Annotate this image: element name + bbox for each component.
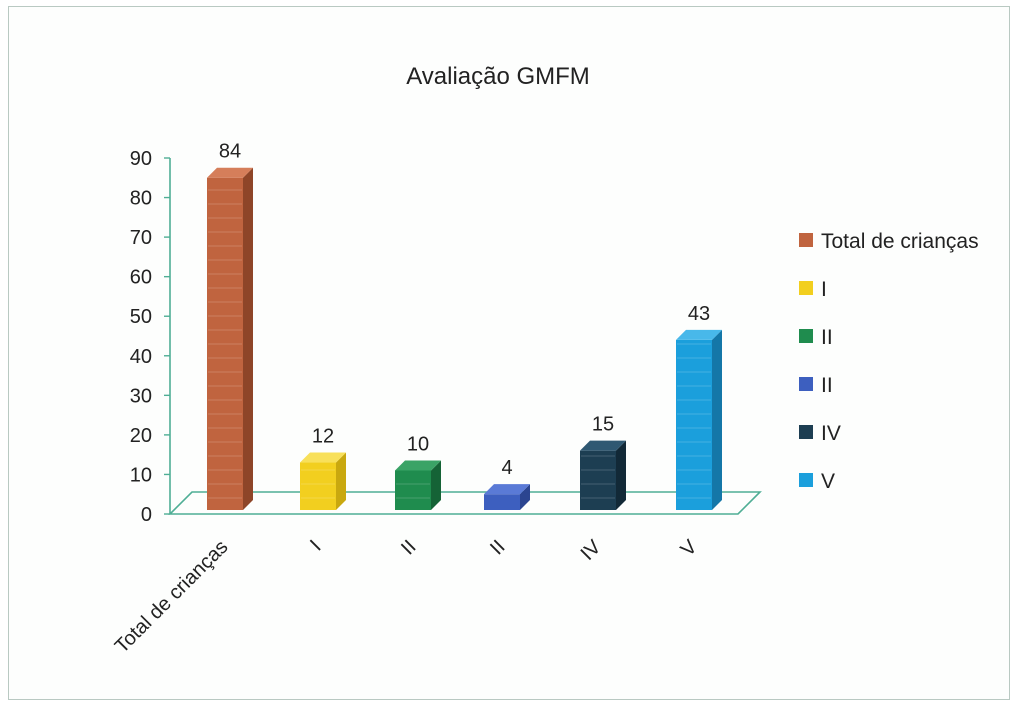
data-label: 84 <box>219 141 241 163</box>
legend-label: I <box>821 278 827 301</box>
bar-side <box>431 460 441 510</box>
legend-label: IV <box>821 422 841 445</box>
legend-item: Total de crianças <box>799 230 979 253</box>
chart-title: Avaliação GMFM <box>406 63 590 90</box>
data-label: 43 <box>688 303 710 325</box>
y-tick-label: 90 <box>130 148 152 170</box>
bar-front <box>207 177 243 510</box>
x-tick-label: IV <box>577 536 606 565</box>
bar-top <box>484 484 530 495</box>
x-axis-labels: Total de crianças I II II IV V <box>111 536 702 658</box>
legend-label: II <box>821 326 833 349</box>
y-tick-label: 20 <box>130 425 152 447</box>
chart-floor <box>168 158 762 515</box>
bar-front <box>580 450 616 510</box>
bar-front <box>676 339 712 510</box>
y-axis: 0 10 20 30 40 50 60 70 80 90 <box>130 148 170 526</box>
legend-item: I <box>799 278 827 301</box>
bars: 84 12 10 4 15 43 <box>207 141 722 510</box>
legend-swatch <box>799 377 813 391</box>
y-tick-label: 30 <box>130 385 152 407</box>
x-tick-label: II <box>486 536 509 559</box>
y-tick-label: 70 <box>130 227 152 249</box>
bar-front <box>300 462 336 510</box>
data-label: 4 <box>501 457 512 479</box>
bar-side <box>616 440 626 510</box>
data-label: 10 <box>407 433 429 455</box>
bar-side <box>520 484 530 510</box>
bar-front <box>395 470 431 510</box>
data-label: 12 <box>312 426 334 448</box>
y-tick-label: 80 <box>130 188 152 210</box>
chart-frame <box>8 6 1010 700</box>
legend-item: V <box>799 470 835 493</box>
y-tick-label: 60 <box>130 267 152 289</box>
legend-swatch <box>799 233 813 247</box>
x-tick-label: V <box>677 536 702 561</box>
floor-plane <box>168 491 762 515</box>
bar <box>207 167 253 510</box>
bar-side <box>336 452 346 510</box>
x-tick-label: II <box>397 536 420 559</box>
y-tick-label: 0 <box>141 504 152 526</box>
bar-side <box>712 329 722 510</box>
legend-swatch <box>799 473 813 487</box>
y-tick-label: 10 <box>130 464 152 486</box>
legend-label: V <box>821 470 835 493</box>
bar <box>676 329 722 510</box>
bar <box>580 440 626 510</box>
bar-top <box>300 452 346 463</box>
legend-item: II <box>799 374 833 397</box>
bar-top <box>207 167 253 178</box>
bar <box>300 452 346 510</box>
bar <box>395 460 441 510</box>
bar-top <box>395 460 441 471</box>
data-label: 15 <box>592 414 614 436</box>
legend-label: Total de crianças <box>821 230 979 253</box>
bar-top <box>580 440 626 451</box>
x-tick-label: Total de crianças <box>111 536 233 658</box>
legend-swatch <box>799 425 813 439</box>
legend-swatch <box>799 329 813 343</box>
bar <box>484 484 530 510</box>
legend-swatch <box>799 281 813 295</box>
bar-top <box>676 329 722 340</box>
x-tick-label: I <box>306 536 325 555</box>
y-tick-label: 40 <box>130 346 152 368</box>
legend-item: II <box>799 326 833 349</box>
y-tick-label: 50 <box>130 306 152 328</box>
bar-front <box>484 494 520 510</box>
legend-item: IV <box>799 422 841 445</box>
legend-label: II <box>821 374 833 397</box>
bar-side <box>243 167 253 510</box>
